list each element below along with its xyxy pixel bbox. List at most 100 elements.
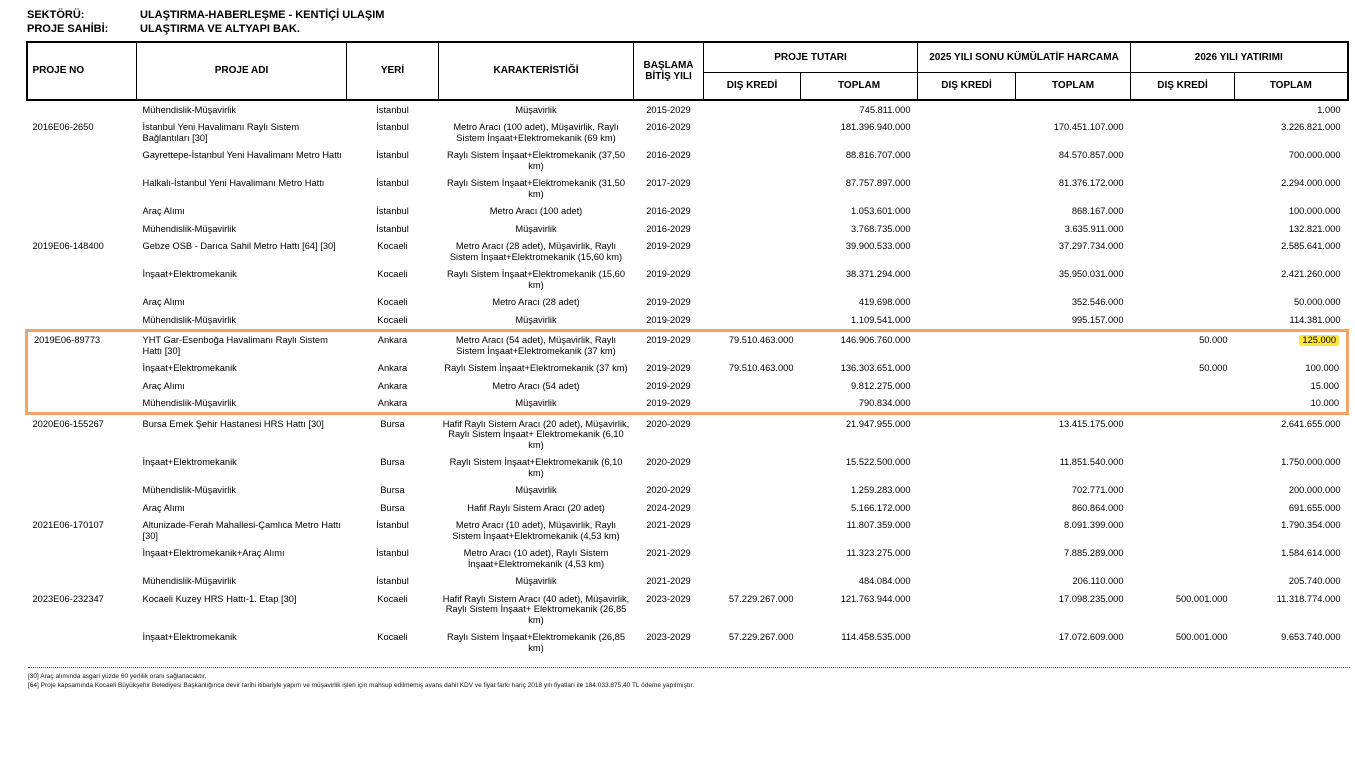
cell-pt-toplam: 114.458.535.000 bbox=[841, 632, 911, 642]
cell-y-dis-kredi bbox=[1131, 573, 1235, 591]
cell-karakteristik: Raylı Sistem İnşaat+Elektromekanik (6,10… bbox=[449, 457, 623, 478]
cell-proje-adi: Araç Alımı bbox=[142, 206, 185, 216]
cell-h-toplam bbox=[1016, 330, 1131, 360]
cell-y-toplam: 1.584.614.000 bbox=[1281, 548, 1341, 558]
cell-karakteristik: Müşavirlik bbox=[515, 576, 557, 586]
cell-baslama-bitis-yili: 2019-2029 bbox=[646, 335, 691, 345]
cell-pt-toplam: 484.084.000 bbox=[858, 576, 911, 586]
table-row: Mühendislik-Müşavirlik İstanbul Müşavirlik… bbox=[27, 220, 1348, 238]
cell-y-toplam: 2.641.655.000 bbox=[1281, 418, 1341, 429]
cell-proje-adi: Mühendislik-Müşavirlik bbox=[142, 485, 237, 495]
cell-y-dis-kredi: 50.000 bbox=[1199, 335, 1228, 345]
cell-proje-no bbox=[27, 266, 137, 294]
cell-y-dis-kredi bbox=[1131, 377, 1235, 395]
cell-yeri: Kocaeli bbox=[377, 269, 408, 279]
cell-baslama-bitis-yili: 2019-2029 bbox=[646, 398, 691, 408]
cell-yeri: Bursa bbox=[380, 485, 405, 495]
cell-karakteristik: Hafif Raylı Sistem Aracı (20 adet), Müşa… bbox=[442, 418, 630, 450]
cell-yeri: Kocaeli bbox=[377, 632, 408, 642]
cell-proje-no bbox=[27, 203, 137, 221]
cell-h-dis-kredi bbox=[918, 517, 1016, 545]
cell-yeri: Kocaeli bbox=[377, 241, 408, 251]
cell-proje-adi: Mühendislik-Müşavirlik bbox=[142, 398, 237, 408]
cell-proje-adi: Kocaeli Kuzey HRS Hattı-1. Etap [30] bbox=[142, 593, 297, 604]
cell-proje-no: 2020E06-155267 bbox=[32, 418, 104, 429]
cell-y-toplam: 3.226.821.000 bbox=[1281, 122, 1341, 132]
col-header-pt-toplam: TOPLAM bbox=[799, 71, 919, 101]
cell-pt-toplam: 1.053.601.000 bbox=[851, 206, 911, 216]
cell-pt-toplam: 121.763.944.000 bbox=[840, 593, 911, 604]
cell-karakteristik: Müşavirlik bbox=[515, 314, 557, 325]
cell-h-toplam: 995.157.000 bbox=[1071, 314, 1124, 325]
highlighted-row-group: 2019E06-89773 YHT Gar-Esenboğa Havalimanı… bbox=[26, 330, 1348, 414]
cell-y-dis-kredi bbox=[1131, 100, 1235, 119]
cell-h-toplam: 17.098.235.000 bbox=[1058, 593, 1124, 604]
cell-h-toplam: 170.451.107.000 bbox=[1053, 122, 1124, 132]
cell-y-toplam: 9.653.740.000 bbox=[1281, 632, 1341, 642]
cell-y-dis-kredi bbox=[1131, 220, 1235, 238]
cell-y-toplam: 11.318.774.000 bbox=[1276, 593, 1341, 604]
cell-h-toplam: 81.376.172.000 bbox=[1058, 178, 1124, 188]
cell-proje-no bbox=[27, 573, 137, 591]
cell-proje-no bbox=[27, 545, 137, 573]
table-row: 2023E06-232347 Kocaeli Kuzey HRS Hattı-1.… bbox=[27, 590, 1348, 629]
cell-pt-dis-kredi bbox=[704, 482, 801, 500]
cell-h-toplam: 3.635.911.000 bbox=[1064, 223, 1124, 234]
cell-pt-dis-kredi: 57.229.267.000 bbox=[728, 632, 794, 642]
table-row: İnşaat+Elektromekanik Kocaeli Raylı Sistem… bbox=[27, 266, 1348, 294]
cell-proje-no: 2019E06-148400 bbox=[32, 241, 104, 251]
table-row: 2021E06-170107 Altunizade-Ferah Mahallesi… bbox=[27, 517, 1348, 545]
col-header-h-toplam: TOPLAM bbox=[1015, 71, 1132, 101]
footnote-divider bbox=[28, 666, 1350, 668]
cell-proje-adi: YHT Gar-Esenboğa Havalimanı Raylı Sistem… bbox=[142, 335, 328, 356]
cell-h-dis-kredi bbox=[918, 175, 1016, 203]
cell-karakteristik: Raylı Sistem İnşaat+Elektromekanik (15,6… bbox=[446, 269, 625, 290]
owner-label: PROJE SAHİBİ: bbox=[27, 23, 109, 35]
cell-h-toplam: 702.771.000 bbox=[1071, 485, 1124, 495]
cell-y-dis-kredi bbox=[1131, 311, 1235, 330]
col-header-yeri: YERİ bbox=[346, 41, 439, 101]
cell-y-toplam: 100.000 bbox=[1305, 363, 1340, 373]
row-group: Mühendislik-Müşavirlik İstanbul Müşavirlik… bbox=[27, 100, 1348, 330]
cell-baslama-bitis-yili: 2021-2029 bbox=[646, 576, 691, 586]
cell-h-dis-kredi bbox=[918, 330, 1016, 360]
cell-y-toplam: 50.000.000 bbox=[1294, 297, 1341, 307]
cell-yeri: Ankara bbox=[377, 363, 408, 373]
table-row: Halkalı-İstanbul Yeni Havalimanı Metro H… bbox=[27, 175, 1348, 203]
cell-pt-dis-kredi bbox=[704, 499, 801, 517]
cell-yeri: Kocaeli bbox=[377, 297, 408, 307]
cell-y-toplam: 125.000 bbox=[1235, 330, 1348, 360]
table-row: 2020E06-155267 Bursa Emek Şehir Hastanesi… bbox=[27, 414, 1348, 454]
cell-pt-dis-kredi bbox=[704, 395, 801, 414]
cell-y-dis-kredi bbox=[1131, 395, 1235, 414]
table-header: PROJE NO PROJE ADI YERİ KARAKTERİSTİĞİ B… bbox=[26, 41, 1349, 101]
cell-h-dis-kredi bbox=[918, 414, 1016, 454]
table-row: Gayrettepe-İstanbul Yeni Havalimanı Metr… bbox=[27, 147, 1348, 175]
cell-y-dis-kredi: 500.001.000 bbox=[1175, 632, 1228, 642]
cell-h-dis-kredi bbox=[918, 590, 1016, 629]
cell-y-dis-kredi bbox=[1131, 147, 1235, 175]
cell-proje-adi: İnşaat+Elektromekanik bbox=[142, 269, 237, 279]
cell-pt-toplam: 5.166.172.000 bbox=[851, 502, 911, 513]
cell-h-dis-kredi bbox=[918, 100, 1016, 119]
cell-proje-adi: Gayrettepe-İstanbul Yeni Havalimanı Metr… bbox=[142, 150, 342, 160]
cell-pt-dis-kredi bbox=[704, 238, 801, 266]
owner-value: ULAŞTIRMA VE ALTYAPI BAK. bbox=[140, 23, 300, 35]
cell-y-toplam: 205.740.000 bbox=[1288, 576, 1341, 586]
table-row: 2019E06-148400 Gebze OSB - Darıca Sahil M… bbox=[27, 238, 1348, 266]
cell-proje-adi: Mühendislik-Müşavirlik bbox=[142, 576, 237, 586]
col-group-2026-yatirimi: 2026 YILI YATIRIMI bbox=[1130, 41, 1349, 73]
col-group-proje-tutari: PROJE TUTARI bbox=[702, 41, 919, 73]
cell-y-toplam: 700.000.000 bbox=[1288, 150, 1341, 160]
cell-y-dis-kredi bbox=[1131, 499, 1235, 517]
table-row: Mühendislik-Müşavirlik Bursa Müşavirlik 202… bbox=[27, 482, 1348, 500]
cell-h-dis-kredi bbox=[918, 573, 1016, 591]
cell-pt-toplam: 87.757.897.000 bbox=[845, 178, 911, 188]
cell-baslama-bitis-yili: 2016-2029 bbox=[646, 206, 691, 216]
cell-y-toplam: 114.381.000 bbox=[1289, 314, 1341, 325]
cell-proje-adi: Araç Alımı bbox=[142, 502, 185, 513]
table-row: Araç Alımı Kocaeli Metro Aracı (28 adet) 20… bbox=[27, 294, 1348, 312]
cell-karakteristik: Metro Aracı (10 adet), Raylı Sistem İnşa… bbox=[463, 548, 609, 569]
cell-y-toplam: 200.000.000 bbox=[1288, 485, 1341, 495]
